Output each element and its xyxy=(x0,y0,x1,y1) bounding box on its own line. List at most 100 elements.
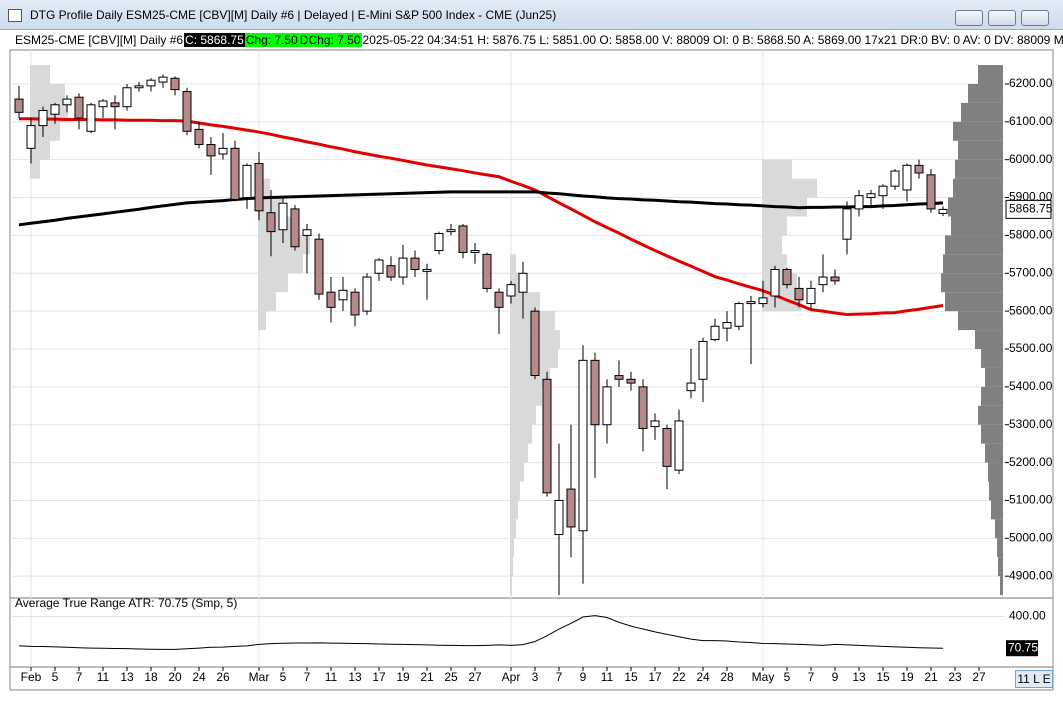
x-tick-label: 5 xyxy=(784,670,791,684)
composite-profile-bar xyxy=(958,311,1003,331)
volume-profile-bar xyxy=(510,538,514,558)
moving-average xyxy=(19,117,944,317)
x-tick-label: May xyxy=(752,670,775,684)
candle-body xyxy=(482,253,492,289)
x-tick-label: 5 xyxy=(280,670,287,684)
candle-body xyxy=(590,359,600,426)
x-tick-label: 7 xyxy=(76,670,83,684)
candle-body xyxy=(602,386,612,426)
candle-body xyxy=(506,284,516,297)
candle-body xyxy=(182,91,192,132)
x-tick-label: 28 xyxy=(720,670,734,684)
volume-profile-bar xyxy=(762,178,817,198)
change-value: Chg: 7.50 xyxy=(244,33,299,47)
candle-body xyxy=(302,229,312,236)
x-tick-label: 9 xyxy=(832,670,839,684)
x-tick-label: 20 xyxy=(168,670,182,684)
candle-body xyxy=(746,301,756,305)
x-tick-label: 21 xyxy=(924,670,938,684)
volume-profile-bar xyxy=(30,65,50,84)
x-tick-label: 9 xyxy=(580,670,587,684)
volume-profile-bar xyxy=(762,159,792,179)
volume-profile-bar xyxy=(258,311,266,331)
moving-average xyxy=(18,190,944,227)
candle-body xyxy=(290,208,300,248)
atr-tick-label: 400.00 xyxy=(1009,609,1046,623)
x-tick-label: 22 xyxy=(672,670,686,684)
daily-change-value: DChg: 7.50 xyxy=(298,33,362,47)
volume-profile-bar xyxy=(510,424,532,444)
x-tick-label: 27 xyxy=(972,670,986,684)
x-tick-label: 17 xyxy=(372,670,386,684)
title-bar: DTG Profile Daily ESM25-CME [CBV][M] Dai… xyxy=(0,0,1063,30)
x-tick-label: 5 xyxy=(52,670,59,684)
composite-profile-bar xyxy=(945,292,1003,312)
composite-profile-bar xyxy=(961,102,1003,122)
composite-profile-bar xyxy=(989,481,1003,501)
y-tick-label: 5800.00 xyxy=(1009,228,1053,242)
candle-body xyxy=(914,164,924,174)
candle-body xyxy=(38,109,48,127)
x-tick-label: 24 xyxy=(696,670,710,684)
volume-profile-bar xyxy=(762,216,787,236)
x-tick-label: 11 xyxy=(325,670,338,684)
candle-body xyxy=(662,428,672,467)
volume-profile-bar xyxy=(510,386,542,406)
x-tick-label: Apr xyxy=(502,670,521,684)
candle-body xyxy=(518,272,528,293)
candle-body xyxy=(470,250,480,253)
candle-body xyxy=(350,291,360,316)
y-tick-label: 5000.00 xyxy=(1009,530,1053,544)
x-tick-label: 7 xyxy=(556,670,563,684)
candle-body xyxy=(26,125,36,149)
y-tick-label: 4900.00 xyxy=(1009,568,1053,582)
candle-body xyxy=(794,287,804,301)
candle-body xyxy=(422,268,432,272)
volume-profile-bar xyxy=(510,405,536,425)
close-button[interactable] xyxy=(1021,10,1049,26)
minimize-button[interactable] xyxy=(955,10,983,26)
volume-profile-bar xyxy=(510,462,524,482)
candle-body xyxy=(710,325,720,341)
candle-body xyxy=(890,170,900,187)
window-title: DTG Profile Daily ESM25-CME [CBV][M] Dai… xyxy=(30,8,557,22)
candle-body xyxy=(122,87,132,108)
candle-body xyxy=(410,257,420,270)
x-tick-label: 15 xyxy=(624,670,638,684)
candle-body xyxy=(362,276,372,312)
candle-body xyxy=(938,208,948,214)
candle-body xyxy=(578,359,588,532)
composite-profile-bar xyxy=(953,178,1003,198)
composite-profile-bar xyxy=(941,273,1003,293)
candle-body xyxy=(98,100,108,108)
symbol: ESM25-CME [CBV][M] Daily #6 xyxy=(15,33,184,47)
x-tick-label: 23 xyxy=(948,670,962,684)
composite-profile-bar xyxy=(978,65,1003,84)
candle-body xyxy=(110,102,120,108)
y-tick-label: 5200.00 xyxy=(1009,455,1053,469)
composite-profile-bar xyxy=(995,519,1003,539)
status-box[interactable]: 11 L E xyxy=(1015,670,1053,688)
candle-body xyxy=(554,499,564,536)
y-tick-label: 6100.00 xyxy=(1009,114,1053,128)
candle-body xyxy=(326,291,336,308)
window-icon xyxy=(8,9,22,22)
composite-profile-bar xyxy=(955,159,1003,179)
last-price-label: 5868.75 xyxy=(1009,202,1053,216)
candle-body xyxy=(698,340,708,380)
candle-body xyxy=(374,259,384,274)
x-tick-label: Feb xyxy=(21,670,42,684)
atr-title: Average True Range ATR: 70.75 (Smp, 5) xyxy=(15,596,237,610)
volume-profile-bar xyxy=(510,367,550,387)
maximize-button[interactable] xyxy=(988,10,1016,26)
candle-body xyxy=(674,420,684,471)
candle-body xyxy=(842,208,852,240)
x-tick-label: 3 xyxy=(532,670,539,684)
candle-body xyxy=(650,420,660,428)
candle-body xyxy=(14,98,24,113)
x-tick-label: 11 xyxy=(601,670,614,684)
x-tick-label: 7 xyxy=(304,670,311,684)
x-tick-label: 13 xyxy=(120,670,134,684)
